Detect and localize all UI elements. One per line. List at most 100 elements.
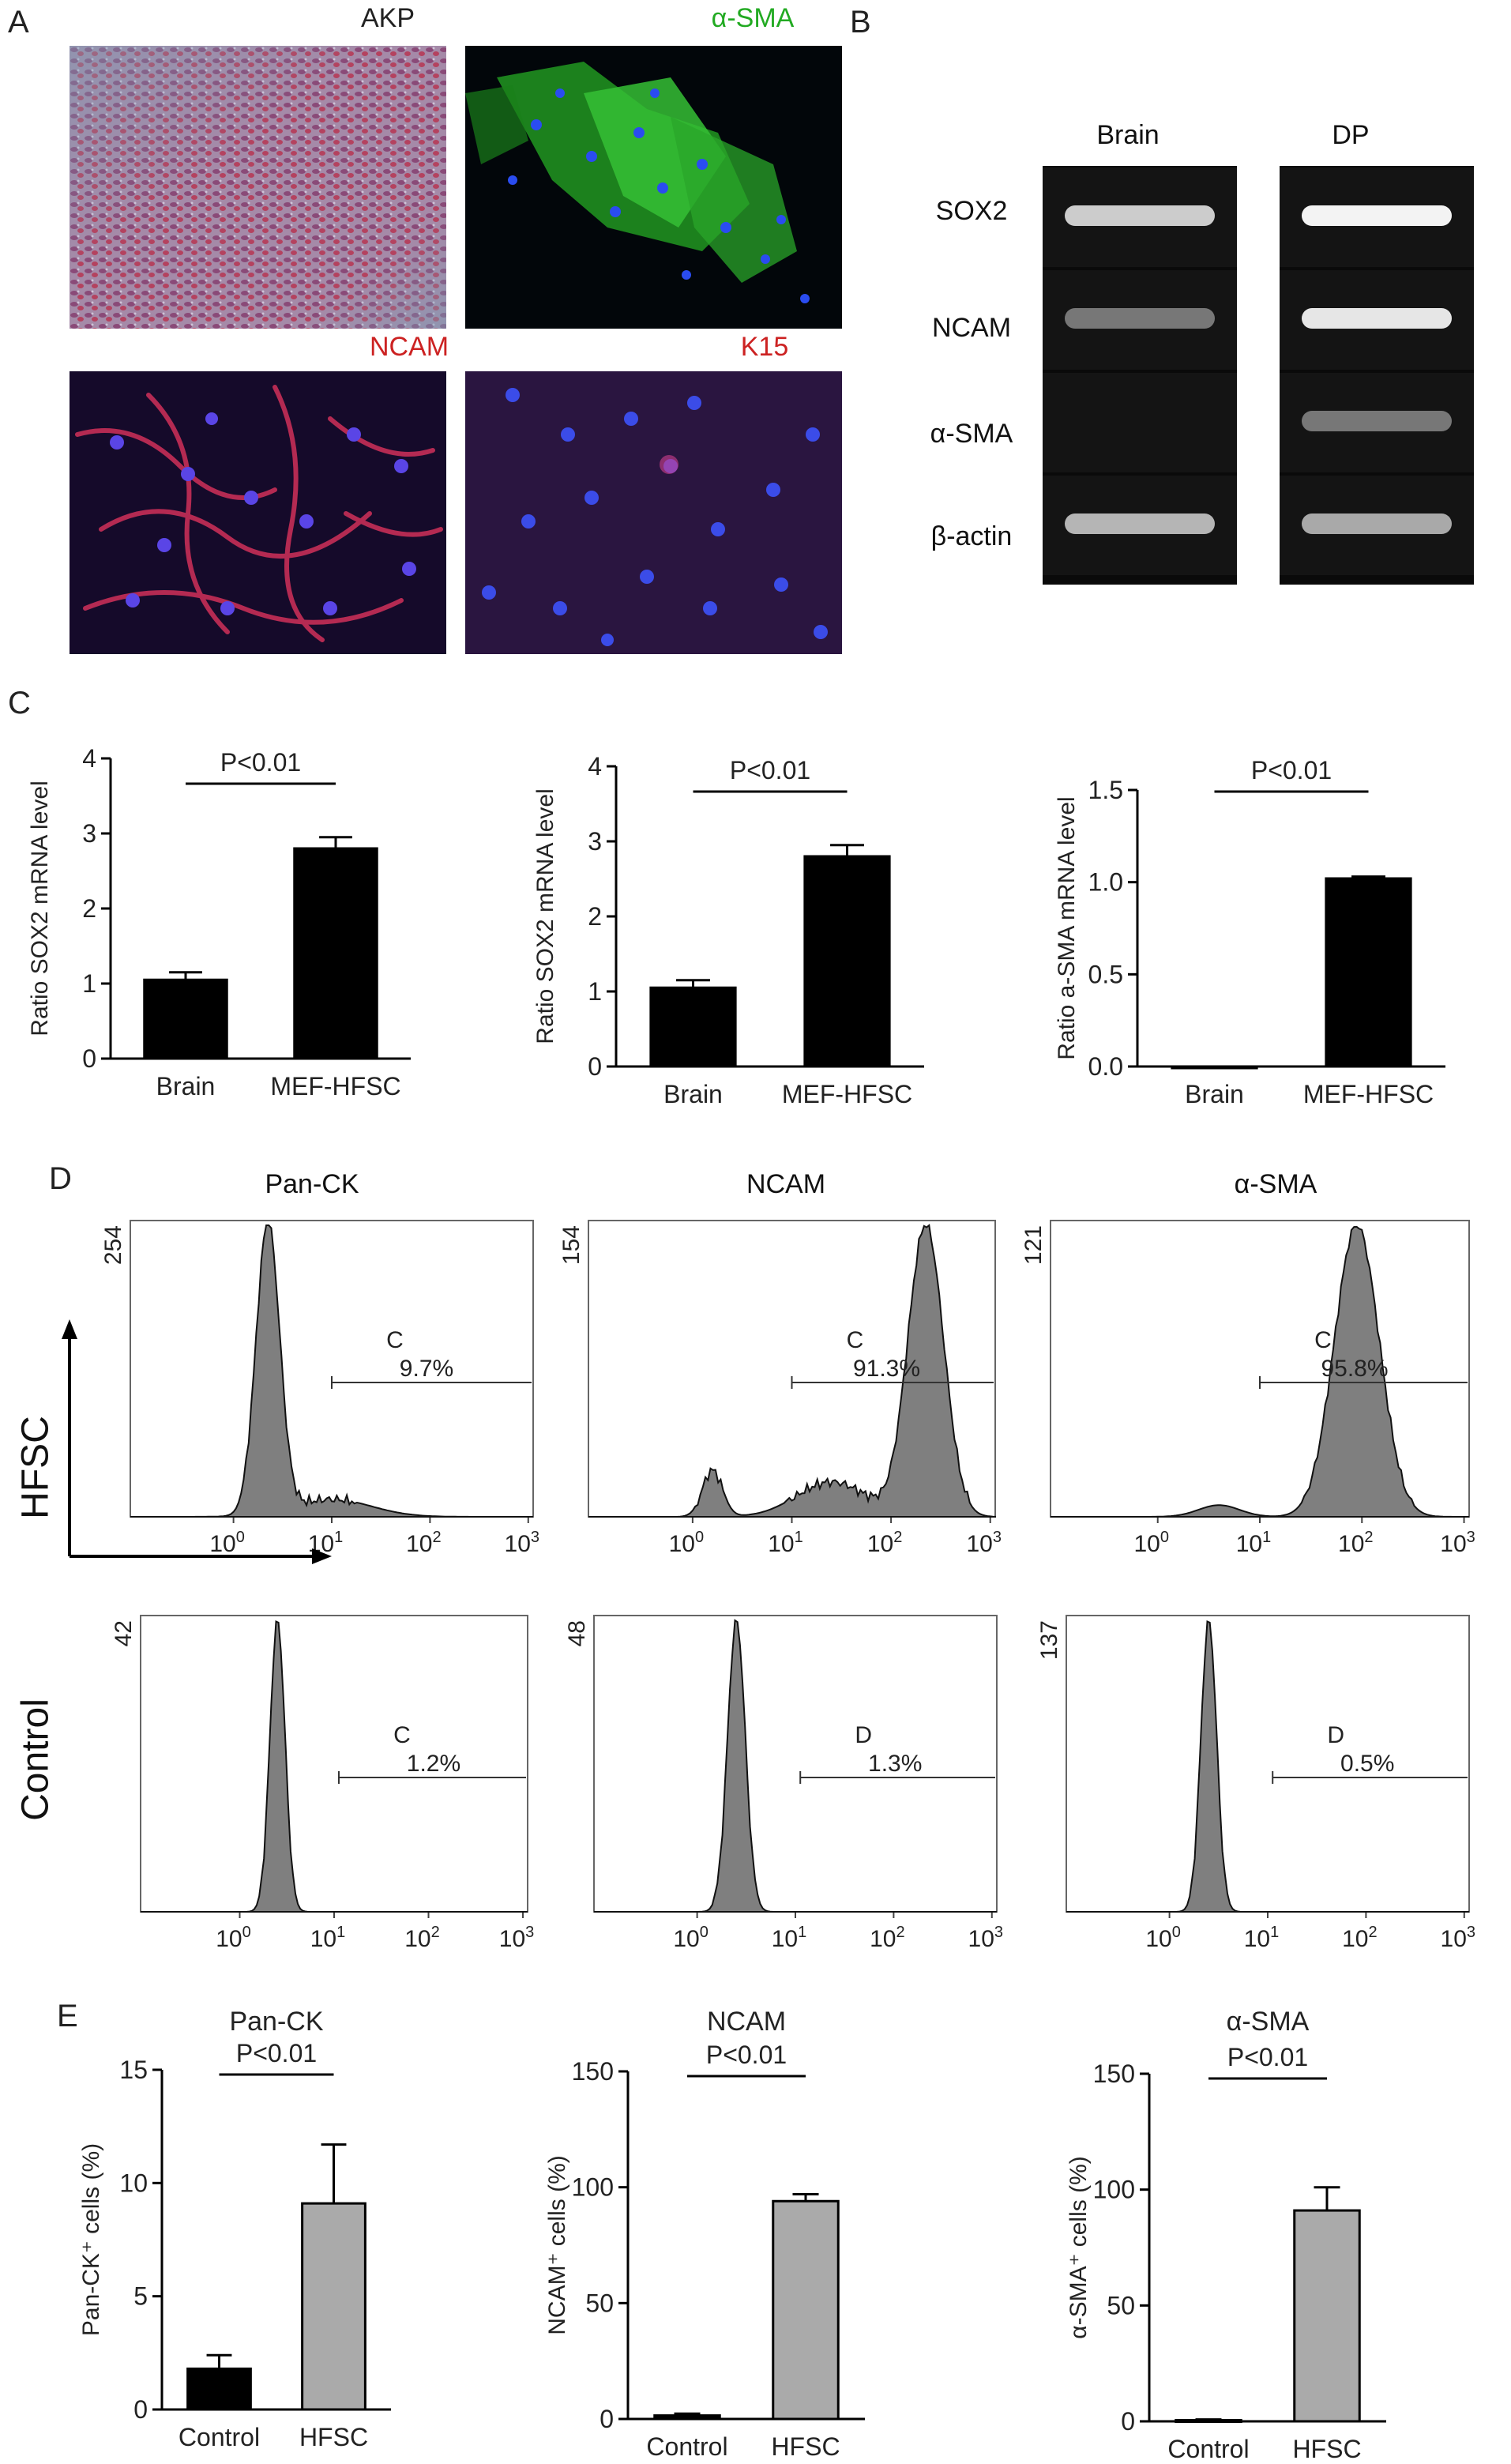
chart-c3: 0.0 0.5 1.0 1.5 Ratio a-SMA mRNA level Brain M… (1054, 756, 1445, 1108)
flow-histogram (1066, 1620, 1469, 1913)
x-tick-label: MEF-HFSC (1303, 1080, 1434, 1108)
flow-x-tick-label: 101 (1244, 1924, 1280, 1952)
y-tick-label: 0.5 (1088, 960, 1123, 988)
flow-x-tick-exp: 1 (795, 1529, 803, 1546)
bar-hfsc (772, 2199, 840, 2421)
flow-x-tick-label: 102 (1338, 1529, 1374, 1557)
chart-e3: α-SMA 0 50 100 150 α-SMA⁺ cells (%) Control HFS… (1066, 2007, 1386, 2463)
flow-ymax-label: 137 (1036, 1620, 1062, 1660)
bar-mef-hfsc (803, 855, 891, 1068)
flow-gate-name: D (855, 1722, 872, 1748)
y-tick-label: 5 (133, 2282, 148, 2311)
flow-x-tick-exp: 1 (798, 1924, 806, 1941)
y-tick-label: 2 (588, 902, 602, 931)
chart-title: Pan-CK (229, 2007, 323, 2037)
y-tick-label: 1 (588, 977, 602, 1006)
y-axis-label: Pan-CK⁺ cells (%) (78, 2143, 104, 2336)
panel-b: Brain DP SOX2 NCAM α-SMA β-actin (885, 111, 1501, 592)
flow-gate-name: C (393, 1722, 411, 1748)
bar-mef-hfsc (1325, 877, 1412, 1068)
y-tick-label: 0 (588, 1052, 602, 1081)
flow-col-ncam: NCAM (746, 1169, 826, 1199)
flow-x-tick-label: 102 (1342, 1924, 1378, 1952)
significance-label: P<0.01 (1251, 756, 1332, 784)
flow-x-tick-exp: 0 (242, 1924, 251, 1941)
flow-ymax-label: 48 (564, 1620, 590, 1646)
y-tick-label: 50 (1107, 2291, 1135, 2319)
y-axis-label: Ratio a-SMA mRNA level (1054, 796, 1080, 1059)
flow-x-tick-exp: 2 (1364, 1529, 1373, 1546)
y-axis-label: α-SMA⁺ cells (%) (1066, 2156, 1092, 2339)
gel-band (1302, 308, 1452, 329)
y-axis-label: Ratio SOX2 mRNA level (27, 781, 53, 1036)
flow-x-tick-label: 101 (310, 1924, 346, 1952)
flow-x-tick-exp: 1 (334, 1529, 343, 1546)
gel-col-dp: DP (1332, 120, 1370, 150)
bar-brain (649, 986, 737, 1068)
significance-label: P<0.01 (706, 2041, 787, 2069)
y-tick-label: 10 (119, 2169, 148, 2197)
x-arrow-head (312, 1548, 332, 1564)
flow-x-tick-label: 102 (404, 1924, 440, 1952)
panel-a: AKP α-SMA NCAM K15 (70, 0, 842, 656)
bar-hfsc (301, 2202, 366, 2411)
panel-letter-e: E (57, 1999, 78, 2033)
flow-x-tick-label: 102 (867, 1529, 903, 1557)
flow-x-tick-exp: 3 (525, 1924, 534, 1941)
flow-gate-name: C (1314, 1327, 1332, 1353)
flow-x-tick-exp: 2 (433, 1529, 442, 1546)
chart-title: α-SMA (1227, 2007, 1310, 2037)
gel-row-bactin: β-actin (930, 521, 1013, 551)
flow-gate-pct: 95.8% (1321, 1356, 1388, 1382)
y-tick-label: 0 (600, 2405, 614, 2433)
x-tick-label: Brain (663, 1080, 723, 1108)
flow-x-tick-label: 103 (968, 1924, 1004, 1952)
flow-histogram (588, 1224, 996, 1518)
flow-histogram (1051, 1225, 1469, 1518)
y-tick-label: 1.0 (1088, 868, 1123, 897)
x-tick-label: HFSC (1292, 2435, 1361, 2463)
flow-x-tick-label: 100 (209, 1529, 245, 1557)
gel-row-ncam: NCAM (931, 313, 1012, 343)
flow-histogram (141, 1619, 528, 1913)
chart-e2: NCAM 0 50 100 150 NCAM⁺ cells (%) Control HFSC P… (544, 2007, 865, 2461)
y-tick-label: 0 (1121, 2407, 1135, 2436)
y-tick-label: 0 (133, 2395, 148, 2424)
flow-x-tick-exp: 3 (993, 1529, 1002, 1546)
y-tick-label: 1 (82, 969, 96, 998)
flow-x-tick-exp: 0 (695, 1529, 704, 1546)
flow-x-tick-exp: 2 (1369, 1924, 1378, 1941)
x-tick-label: HFSC (771, 2432, 840, 2461)
flow-x-tick-exp: 1 (1270, 1924, 1279, 1941)
gel-row-sox2: SOX2 (935, 196, 1008, 226)
chart-title: NCAM (707, 2007, 786, 2037)
significance-label: P<0.01 (220, 748, 301, 777)
flow-x-tick-exp: 0 (236, 1529, 245, 1546)
flow-x-tick-exp: 0 (700, 1924, 709, 1941)
flow-x-tick-label: 103 (505, 1529, 540, 1557)
flow-ymax-label: 154 (558, 1225, 584, 1265)
gel-image (1043, 166, 1474, 585)
flow-gate-name: D (1327, 1722, 1344, 1748)
chart-e1: Pan-CK 0 5 10 15 Pan-CK⁺ cells (%) Control HFSC… (78, 2007, 391, 2451)
x-tick-label: Control (646, 2432, 727, 2461)
flow-frame (1050, 1220, 1470, 1518)
flow-x-tick-label: 103 (1440, 1529, 1475, 1557)
flow-frame (593, 1615, 998, 1913)
flow-col-panck: Pan-CK (265, 1169, 359, 1199)
flow-frame (130, 1220, 534, 1518)
panel-letter-d: D (49, 1161, 72, 1196)
flow-histogram (130, 1224, 533, 1518)
y-tick-label: 100 (1093, 2176, 1135, 2204)
flow-histogram (594, 1619, 997, 1913)
label-k15: K15 (740, 332, 789, 362)
flow-gate-pct: 9.7% (400, 1356, 453, 1382)
y-tick-label: 4 (82, 744, 96, 773)
flow-x-tick-exp: 3 (994, 1924, 1003, 1941)
x-tick-label: Brain (1185, 1080, 1244, 1108)
flow-gate-pct: 1.3% (868, 1751, 922, 1777)
bar-control (186, 2367, 252, 2411)
